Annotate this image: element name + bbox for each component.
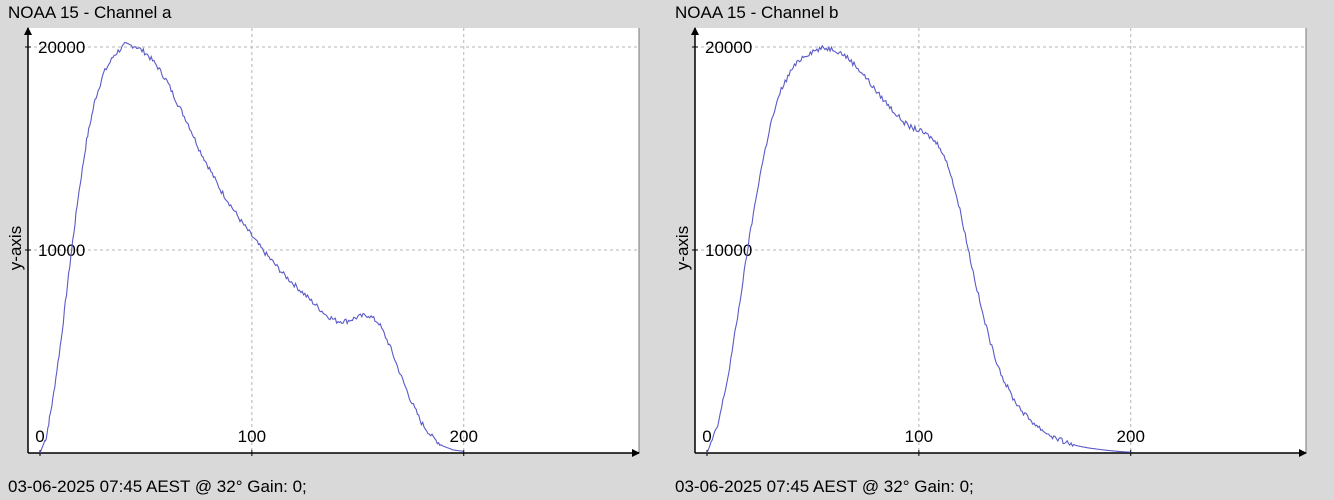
x-tick-label: 100 — [238, 427, 266, 446]
x-tick-label: 200 — [450, 427, 478, 446]
y-axis-arrow — [24, 27, 32, 35]
chart-panel-channel-b: NOAA 15 - Channel b 0 100 200 10000 20000 y-a… — [667, 0, 1334, 500]
chart-svg: 0 100 200 10000 20000 y-axis — [673, 27, 1307, 457]
y-tick-label: 20000 — [705, 38, 752, 57]
chart-svg: 0 100 200 10000 20000 y-axis — [6, 27, 640, 457]
y-tick-label: 20000 — [38, 38, 85, 57]
y-axis-label: y-axis — [6, 226, 25, 270]
x-tick-label: 100 — [905, 427, 933, 446]
plot-area — [28, 28, 639, 453]
chart-title: NOAA 15 - Channel a — [8, 3, 172, 22]
x-tick-label: 0 — [702, 427, 711, 446]
chart-panel-channel-a: NOAA 15 - Channel a 0 100 200 10000 20000 y-a… — [6, 3, 640, 496]
y-tick-label: 10000 — [38, 241, 85, 260]
x-tick-label: 200 — [1117, 427, 1145, 446]
x-tick-label: 0 — [35, 427, 44, 446]
series-line — [706, 44, 1131, 454]
chart-footer-status: 03-06-2025 07:45 AEST @ 32° Gain: 0; — [8, 477, 307, 496]
y-axis-label: y-axis — [673, 226, 692, 270]
x-axis-arrow — [1299, 449, 1307, 457]
chart-footer-status: 03-06-2025 07:45 AEST @ 32° Gain: 0; — [675, 477, 974, 496]
series-line — [39, 41, 464, 454]
chart-title: NOAA 15 - Channel b — [675, 3, 839, 22]
plot-area — [695, 28, 1306, 453]
y-tick-label: 10000 — [705, 241, 752, 260]
y-axis-arrow — [691, 27, 699, 35]
x-axis-arrow — [632, 449, 640, 457]
